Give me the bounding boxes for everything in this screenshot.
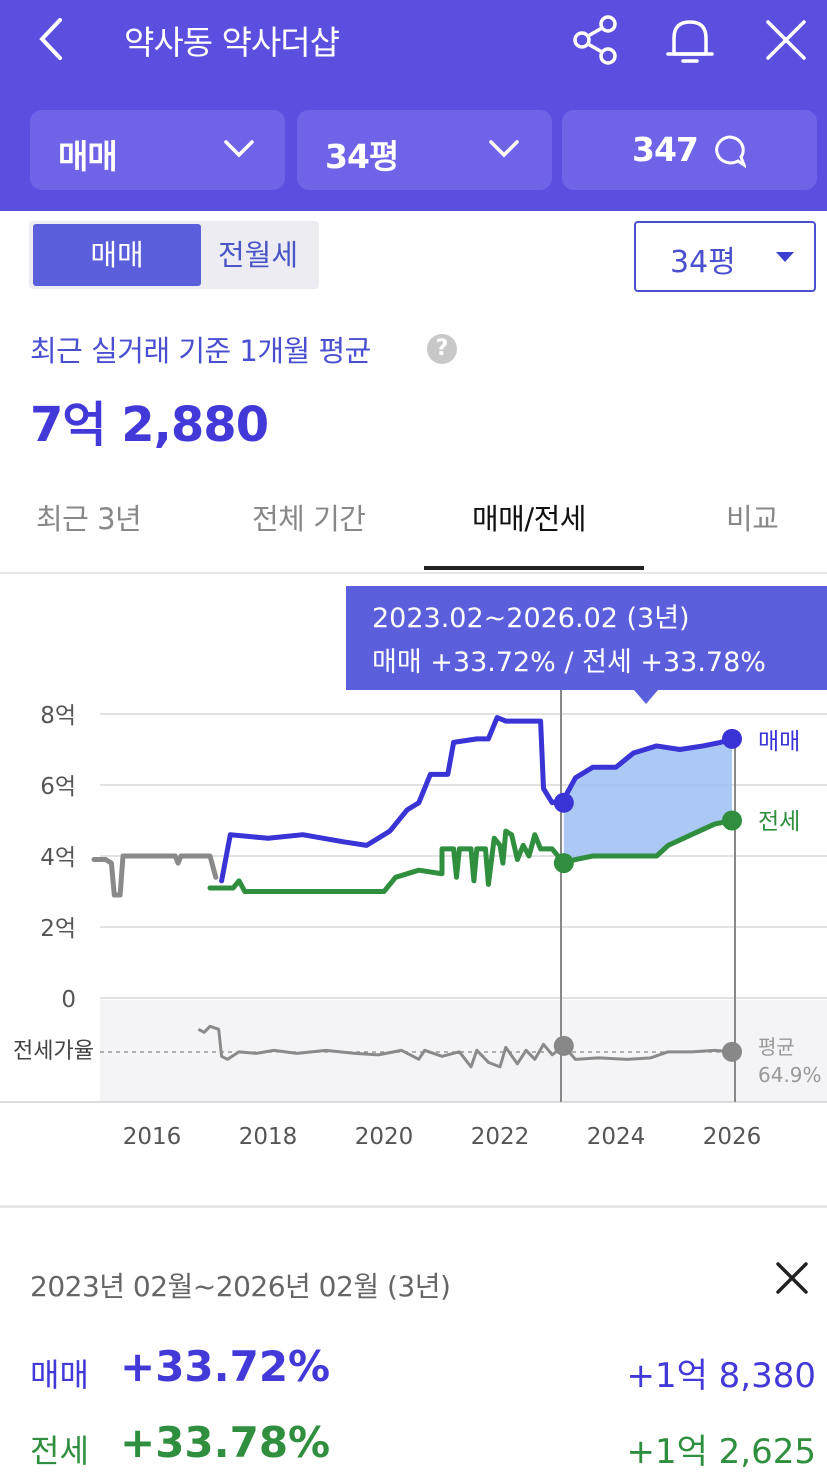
x-tick-label: 2018 [239,1124,298,1150]
x-tick-label: 2020 [355,1124,414,1150]
x-tick-label: 2026 [703,1124,762,1150]
sale-amount: +1억 8,380 [626,1356,816,1396]
jeonse-amount: +1억 2,625 [626,1432,816,1472]
share-icon[interactable] [568,12,624,68]
jeonse-change-row: 전세 +33.78% +1억 2,625 [30,1418,820,1474]
active-tab-indicator [424,566,644,570]
change-area [563,738,732,864]
ratio-line [197,1024,733,1069]
top-bar: 약사동 약사더샵 [0,0,827,82]
deal-type-value: 매매 [58,137,118,176]
size-value: 34평 [325,137,399,176]
size-select[interactable]: 34평 [297,110,552,190]
caret-down-icon [776,252,794,262]
tooltip-pointer [634,690,658,704]
close-detail-icon[interactable] [772,1258,812,1298]
help-icon[interactable]: ? [427,334,457,364]
bell-icon[interactable] [662,12,718,68]
page-title: 약사동 약사더샵 [124,23,340,62]
ratio-start-dot [553,1035,574,1056]
tooltip-period: 2023.02~2026.02 (3년) [372,603,690,634]
series-label-sale: 매매 [758,729,800,755]
segment-sale[interactable]: 매매 [33,224,201,286]
ratio-label: 전세가율 [13,1039,94,1064]
x-tick-label: 2022 [471,1124,530,1150]
sale-change-row: 매매 +33.72% +1억 8,380 [30,1342,820,1398]
sale-end-dot [722,728,742,749]
jeonse-line [207,818,735,894]
tab-all-period[interactable]: 전체 기간 [252,502,366,536]
avg-label: 평균 [758,1035,795,1059]
y-tick-label: 0 [61,987,76,1013]
tab-compare[interactable]: 비교 [726,502,779,536]
comments-button[interactable]: 347 [562,110,817,190]
past-line [91,853,219,898]
range-tooltip: 2023.02~2026.02 (3년) 매매 +33.72% / 전세 +33… [346,586,827,704]
y-tick-label: 2억 [40,916,76,942]
jeonse-label: 전세 [30,1432,89,1470]
sale-start-dot [553,792,574,813]
sale-line [219,715,735,884]
chevron-down-icon [489,140,519,158]
jeonse-pct: +33.78% [120,1418,331,1467]
avg-value: 64.9% [758,1063,822,1087]
size-dropdown-value: 34평 [670,245,736,280]
tooltip-change: 매매 +33.72% / 전세 +33.78% [372,647,766,678]
y-tick-label: 8억 [40,703,76,729]
detail-range: 2023년 02월~2026년 02월 (3년) [30,1270,451,1303]
jeonse-start-dot [553,853,574,874]
period-tabs: 최근 3년 전체 기간 매매/전세 비교 [0,470,827,574]
ratio-end-dot [722,1041,742,1062]
y-tick-label: 4억 [40,845,76,871]
tab-sale-jeonse[interactable]: 매매/전세 [472,502,587,536]
chat-bubble-icon [715,135,746,168]
average-price: 7억 2,880 [30,397,269,453]
section-divider [0,1205,827,1208]
average-price-label: 최근 실거래 기준 1개월 평균 [30,334,371,368]
segment-rent[interactable]: 전월세 [217,238,299,272]
jeonse-end-dot [722,810,742,831]
y-tick-label: 6억 [40,774,76,800]
series-label-jeonse: 전세 [758,809,800,835]
chevron-down-icon [224,140,254,158]
back-arrow-icon[interactable] [34,14,70,64]
x-tick-label: 2024 [587,1124,646,1150]
close-icon[interactable] [758,12,814,68]
size-dropdown[interactable]: 34평 [634,221,816,292]
app-header: 약사동 약사더샵 매매 34평 347 [0,0,827,211]
sale-pct: +33.72% [120,1342,331,1391]
comment-count: 347 [632,130,699,169]
deal-segment-control: 매매 전월세 [29,221,319,289]
sale-label: 매매 [30,1356,89,1394]
deal-type-select[interactable]: 매매 [30,110,285,190]
x-tick-label: 2016 [123,1124,182,1150]
tab-recent-3y[interactable]: 최근 3년 [36,502,142,536]
